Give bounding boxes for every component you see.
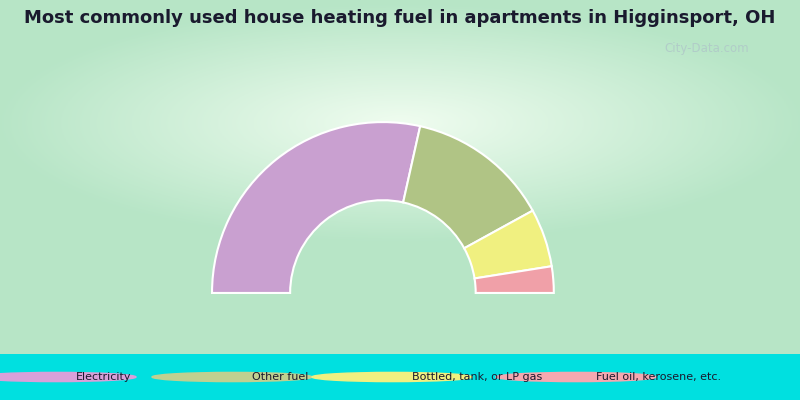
Text: Fuel oil, kerosene, etc.: Fuel oil, kerosene, etc.: [596, 372, 721, 382]
Wedge shape: [212, 122, 420, 293]
Text: Electricity: Electricity: [76, 372, 131, 382]
Circle shape: [152, 372, 312, 382]
Circle shape: [0, 372, 136, 382]
Wedge shape: [403, 126, 533, 248]
Wedge shape: [464, 211, 552, 278]
Text: Bottled, tank, or LP gas: Bottled, tank, or LP gas: [412, 372, 542, 382]
Text: Other fuel: Other fuel: [252, 372, 308, 382]
Text: Most commonly used house heating fuel in apartments in Higginsport, OH: Most commonly used house heating fuel in…: [24, 9, 776, 27]
Circle shape: [312, 372, 472, 382]
Wedge shape: [474, 266, 554, 293]
Text: City-Data.com: City-Data.com: [664, 42, 749, 56]
Circle shape: [496, 372, 656, 382]
